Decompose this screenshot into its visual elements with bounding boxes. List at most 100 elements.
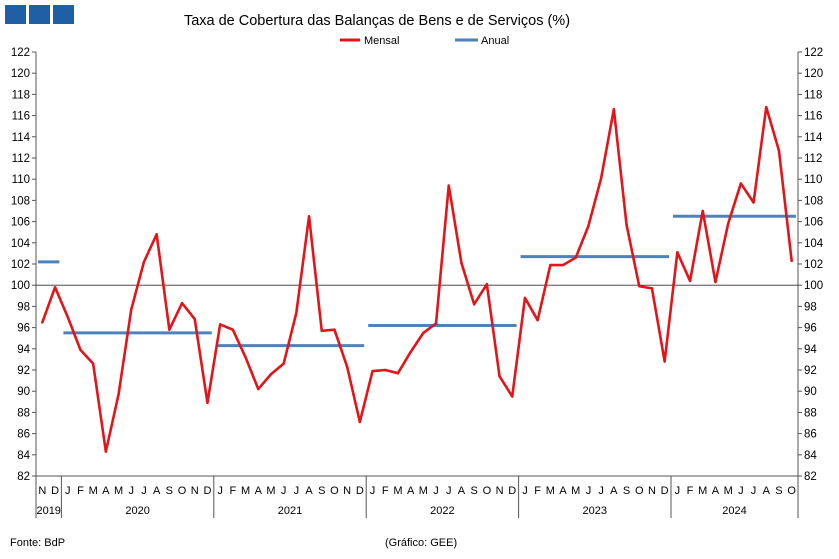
y-tick-label-left: 122 [11, 47, 30, 59]
mensal-point [434, 322, 438, 325]
mensal-point [574, 256, 577, 259]
x-tick-label: F [534, 485, 541, 497]
logo-square [5, 5, 26, 24]
x-tick-label: F [687, 485, 694, 497]
x-tick-label: S [166, 485, 173, 497]
x-tick-label: A [458, 485, 466, 497]
y-tick-label-left: 116 [12, 111, 30, 123]
mensal-point [663, 360, 666, 363]
x-tick-label: J [281, 485, 287, 497]
mensal-point [104, 450, 108, 453]
mensal-point [638, 285, 641, 288]
y-tick-label-right: 104 [804, 238, 824, 250]
y-tick-label-right: 94 [804, 344, 817, 356]
mensal-point [688, 279, 692, 283]
y-tick-label-left: 96 [17, 323, 30, 335]
x-tick-label: O [483, 485, 492, 497]
x-tick-label: A [763, 485, 771, 497]
y-tick-label-right: 92 [804, 365, 817, 377]
logo [5, 5, 74, 24]
mensal-point [41, 321, 44, 324]
mensal-point [155, 233, 158, 236]
y-tick-label-right: 102 [804, 259, 823, 271]
mensal-point [193, 317, 196, 321]
x-tick-label: M [546, 485, 555, 497]
y-tick-label-left: 110 [12, 174, 30, 186]
legend-label-anual: Anual [481, 35, 509, 47]
y-tick-label-left: 120 [11, 68, 30, 80]
mensal-point [498, 375, 501, 378]
y-tick-label-right: 112 [804, 153, 822, 165]
mensal-point [485, 282, 489, 286]
mensal-point [257, 387, 260, 391]
y-tick-label-right: 82 [804, 471, 817, 483]
x-tick-label: J [522, 485, 528, 497]
x-tick-label: S [470, 485, 477, 497]
mensal-point [168, 328, 171, 331]
x-tick-label: J [217, 485, 223, 497]
year-label: 2024 [722, 505, 746, 517]
mensal-point [447, 184, 450, 187]
x-tick-label: A [610, 485, 618, 497]
legend: Mensal Anual [340, 35, 509, 47]
mensal-point [599, 176, 603, 180]
mensal-point [676, 251, 679, 254]
y-tick-label-left: 106 [11, 217, 30, 229]
x-tick-label: J [598, 485, 604, 497]
y-tick-label-left: 92 [17, 365, 30, 377]
x-tick-label: M [114, 485, 123, 497]
y-tick-label-right: 98 [804, 301, 817, 313]
mensal-point [612, 108, 616, 111]
x-tick-label: M [393, 485, 402, 497]
x-tick-label: A [712, 485, 720, 497]
mensal-point [295, 311, 298, 314]
mensal-point [231, 328, 235, 331]
y-tick-label-right: 86 [804, 429, 817, 441]
x-tick-label: D [356, 485, 364, 497]
mensal-point [320, 329, 323, 332]
mensal-point [53, 286, 57, 289]
x-tick-label: J [675, 485, 681, 497]
x-tick-label: J [446, 485, 452, 497]
source-note: Fonte: BdP [10, 537, 65, 549]
mensal-line [41, 105, 793, 453]
y-tick-label-right: 120 [804, 68, 823, 80]
x-tick-label: S [775, 485, 782, 497]
x-tick-label: D [203, 485, 211, 497]
mensal-point [180, 302, 184, 305]
x-tick-label: J [129, 485, 135, 497]
legend-label-mensal: Mensal [364, 35, 399, 47]
mensal-point [549, 263, 552, 267]
y-tick-label-right: 122 [804, 47, 823, 59]
mensal-point [371, 369, 374, 373]
x-tick-label: F [382, 485, 389, 497]
x-tick-label: A [153, 485, 161, 497]
mensal-point [142, 260, 146, 264]
y-tick-label-left: 82 [17, 471, 30, 483]
x-tick-label: J [370, 485, 376, 497]
mensal-point [739, 182, 743, 185]
mensal-point [91, 362, 95, 365]
mensal-point [345, 365, 349, 369]
mensal-point [307, 215, 311, 218]
x-tick-label: O [178, 485, 187, 497]
credit-note: (Gráfico: GEE) [385, 537, 457, 549]
mensal-point [218, 323, 222, 326]
y-tick-label-right: 90 [804, 386, 817, 398]
mensal-point [269, 373, 273, 376]
y-tick-label-left: 108 [11, 195, 30, 207]
y-tick-label-left: 114 [12, 132, 31, 144]
mensal-point [790, 259, 793, 263]
y-tick-label-right: 84 [804, 450, 817, 462]
y-tick-label-left: 90 [17, 386, 30, 398]
mensal-point [422, 331, 425, 335]
mensal-point [777, 149, 781, 152]
mensal-point [561, 263, 565, 267]
y-tick-label-left: 88 [17, 407, 30, 419]
x-tick-label: D [508, 485, 516, 497]
year-label: 2020 [125, 505, 149, 517]
mensal-point [282, 362, 285, 365]
y-tick-label-right: 114 [804, 132, 823, 144]
